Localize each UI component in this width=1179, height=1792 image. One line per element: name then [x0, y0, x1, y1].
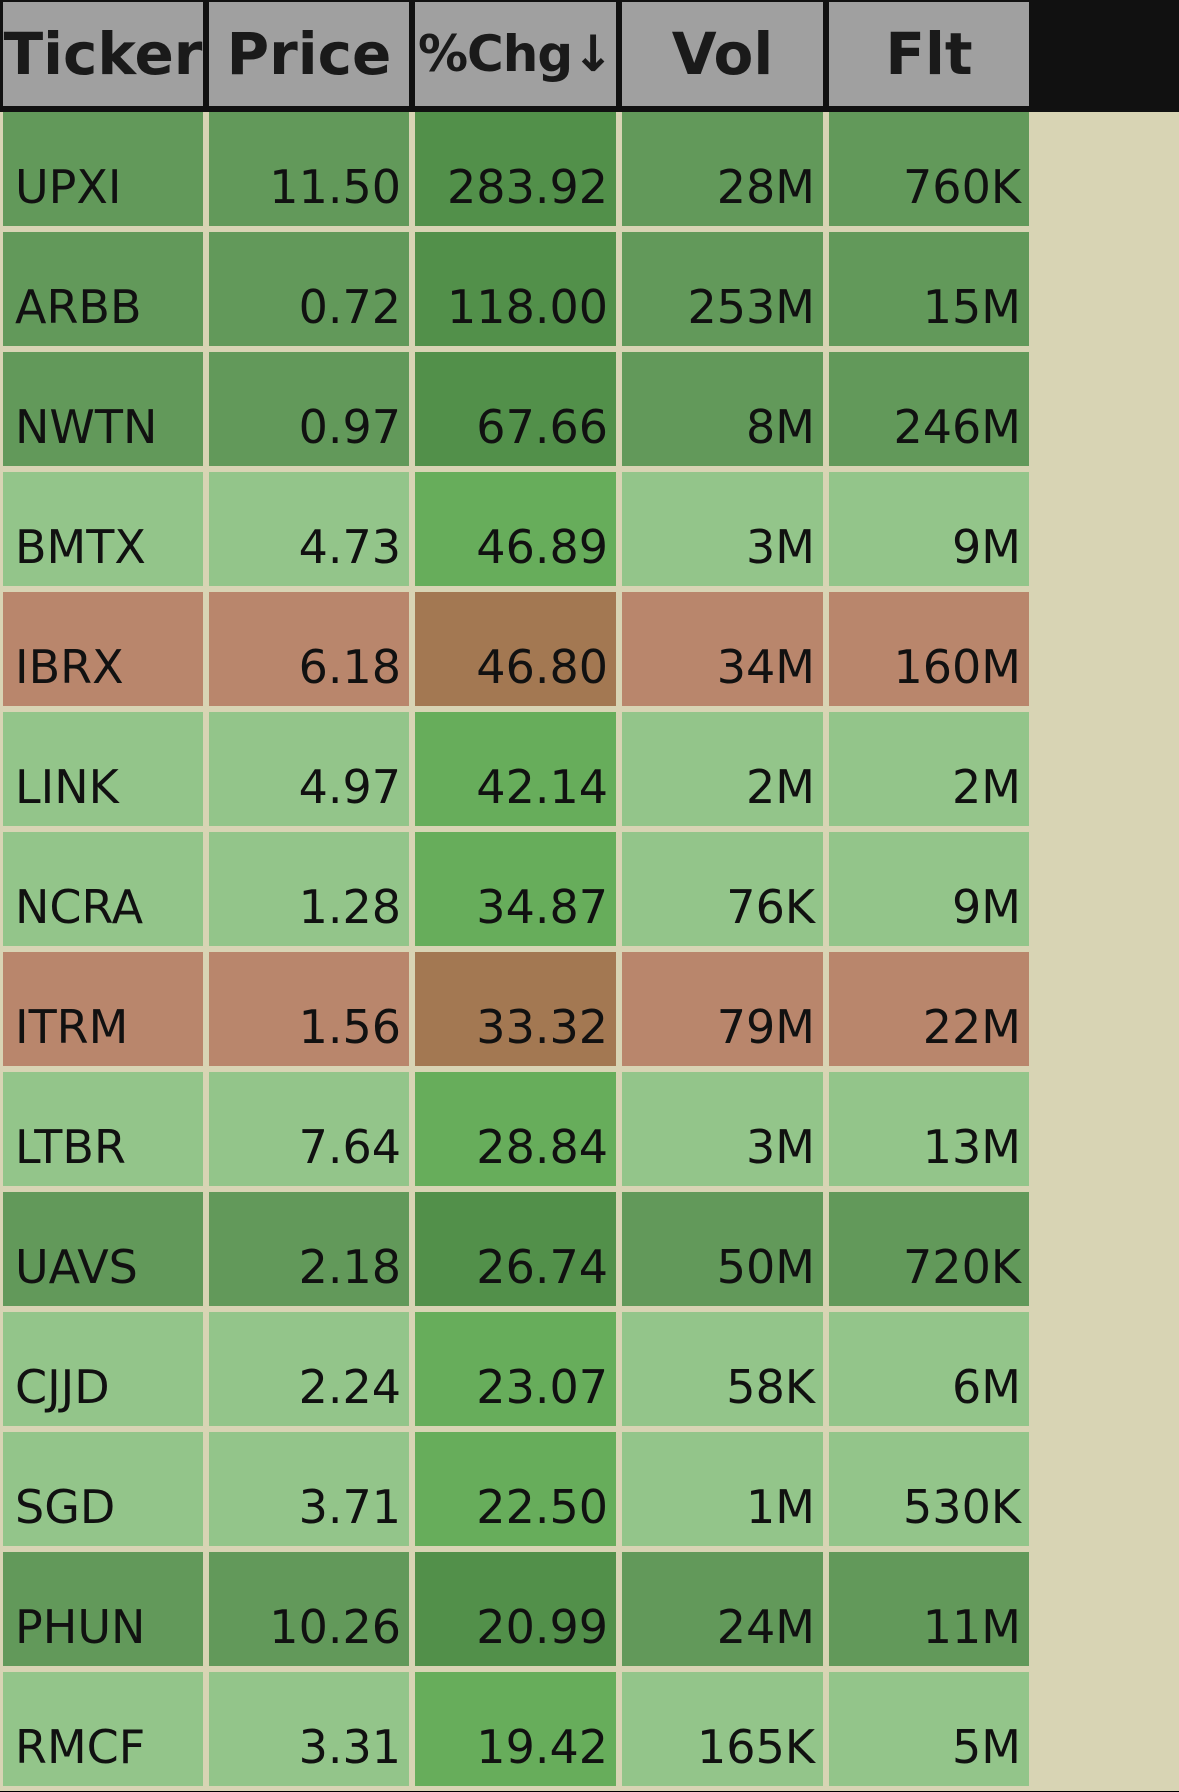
cell-price: 0.72 [209, 232, 409, 346]
cell-vol: 253M [622, 232, 823, 346]
column-header-chg[interactable]: %Chg↓ [415, 2, 616, 106]
table-row[interactable]: SGD 3.71 22.50 1M 530K [0, 1432, 1179, 1552]
cell-chg: 118.00 [415, 232, 616, 346]
cell-chg: 46.80 [415, 592, 616, 706]
cell-price: 4.73 [209, 472, 409, 586]
cell-ticker: PHUN [3, 1552, 203, 1666]
cell-price: 1.28 [209, 832, 409, 946]
cell-ticker: NCRA [3, 832, 203, 946]
cell-chg: 46.89 [415, 472, 616, 586]
table-row[interactable]: UPXI 11.50 283.92 28M 760K [0, 112, 1179, 232]
cell-price: 11.50 [209, 112, 409, 226]
cell-vol: 1M [622, 1432, 823, 1546]
column-header-vol[interactable]: Vol [622, 2, 823, 106]
column-header-flt[interactable]: Flt [829, 2, 1029, 106]
cell-flt: 9M [829, 832, 1029, 946]
table-row[interactable]: BMTX 4.73 46.89 3M 9M [0, 472, 1179, 592]
cell-flt: 720K [829, 1192, 1029, 1306]
table-row[interactable]: ITRM 1.56 33.32 79M 22M [0, 952, 1179, 1072]
cell-flt: 5M [829, 1672, 1029, 1786]
column-header-ticker[interactable]: Ticker [3, 2, 203, 106]
cell-ticker: UPXI [3, 112, 203, 226]
cell-vol: 24M [622, 1552, 823, 1666]
cell-flt: 246M [829, 352, 1029, 466]
table-row[interactable]: ARBB 0.72 118.00 253M 15M [0, 232, 1179, 352]
table-row[interactable]: RMCF 3.31 19.42 165K 5M [0, 1672, 1179, 1792]
cell-ticker: IBRX [3, 592, 203, 706]
cell-vol: 3M [622, 1072, 823, 1186]
cell-vol: 79M [622, 952, 823, 1066]
table-row[interactable]: CJJD 2.24 23.07 58K 6M [0, 1312, 1179, 1432]
table-row[interactable]: NWTN 0.97 67.66 8M 246M [0, 352, 1179, 472]
cell-flt: 530K [829, 1432, 1029, 1546]
cell-ticker: RMCF [3, 1672, 203, 1786]
cell-ticker: LINK [3, 712, 203, 826]
cell-vol: 2M [622, 712, 823, 826]
cell-vol: 34M [622, 592, 823, 706]
cell-vol: 28M [622, 112, 823, 226]
cell-vol: 3M [622, 472, 823, 586]
cell-price: 2.24 [209, 1312, 409, 1426]
cell-price: 1.56 [209, 952, 409, 1066]
cell-vol: 165K [622, 1672, 823, 1786]
cell-flt: 6M [829, 1312, 1029, 1426]
cell-vol: 8M [622, 352, 823, 466]
cell-chg: 20.99 [415, 1552, 616, 1666]
cell-flt: 15M [829, 232, 1029, 346]
cell-ticker: ITRM [3, 952, 203, 1066]
cell-chg: 33.32 [415, 952, 616, 1066]
cell-ticker: UAVS [3, 1192, 203, 1306]
cell-ticker: CJJD [3, 1312, 203, 1426]
cell-price: 2.18 [209, 1192, 409, 1306]
cell-chg: 23.07 [415, 1312, 616, 1426]
cell-price: 0.97 [209, 352, 409, 466]
table-row[interactable]: LINK 4.97 42.14 2M 2M [0, 712, 1179, 832]
cell-chg: 34.87 [415, 832, 616, 946]
cell-ticker: BMTX [3, 472, 203, 586]
cell-flt: 13M [829, 1072, 1029, 1186]
cell-chg: 22.50 [415, 1432, 616, 1546]
cell-chg: 28.84 [415, 1072, 616, 1186]
column-header-price[interactable]: Price [209, 2, 409, 106]
cell-flt: 160M [829, 592, 1029, 706]
cell-flt: 22M [829, 952, 1029, 1066]
cell-price: 4.97 [209, 712, 409, 826]
cell-price: 6.18 [209, 592, 409, 706]
table-row[interactable]: PHUN 10.26 20.99 24M 11M [0, 1552, 1179, 1672]
cell-ticker: SGD [3, 1432, 203, 1546]
cell-flt: 11M [829, 1552, 1029, 1666]
cell-chg: 42.14 [415, 712, 616, 826]
cell-chg: 19.42 [415, 1672, 616, 1786]
table-body: UPXI 11.50 283.92 28M 760K ARBB 0.72 118.00 253M… [0, 112, 1179, 1791]
cell-vol: 50M [622, 1192, 823, 1306]
table-row[interactable]: NCRA 1.28 34.87 76K 9M [0, 832, 1179, 952]
cell-chg: 67.66 [415, 352, 616, 466]
cell-flt: 760K [829, 112, 1029, 226]
table-row[interactable]: UAVS 2.18 26.74 50M 720K [0, 1192, 1179, 1312]
cell-price: 3.31 [209, 1672, 409, 1786]
cell-price: 3.71 [209, 1432, 409, 1546]
cell-ticker: LTBR [3, 1072, 203, 1186]
table-row[interactable]: LTBR 7.64 28.84 3M 13M [0, 1072, 1179, 1192]
cell-flt: 2M [829, 712, 1029, 826]
cell-price: 7.64 [209, 1072, 409, 1186]
table-row[interactable]: IBRX 6.18 46.80 34M 160M [0, 592, 1179, 712]
cell-vol: 58K [622, 1312, 823, 1426]
cell-ticker: NWTN [3, 352, 203, 466]
cell-vol: 76K [622, 832, 823, 946]
cell-flt: 9M [829, 472, 1029, 586]
cell-chg: 26.74 [415, 1192, 616, 1306]
cell-price: 10.26 [209, 1552, 409, 1666]
cell-ticker: ARBB [3, 232, 203, 346]
table-header-row: Ticker Price %Chg↓ Vol Flt [0, 0, 1179, 112]
cell-chg: 283.92 [415, 112, 616, 226]
